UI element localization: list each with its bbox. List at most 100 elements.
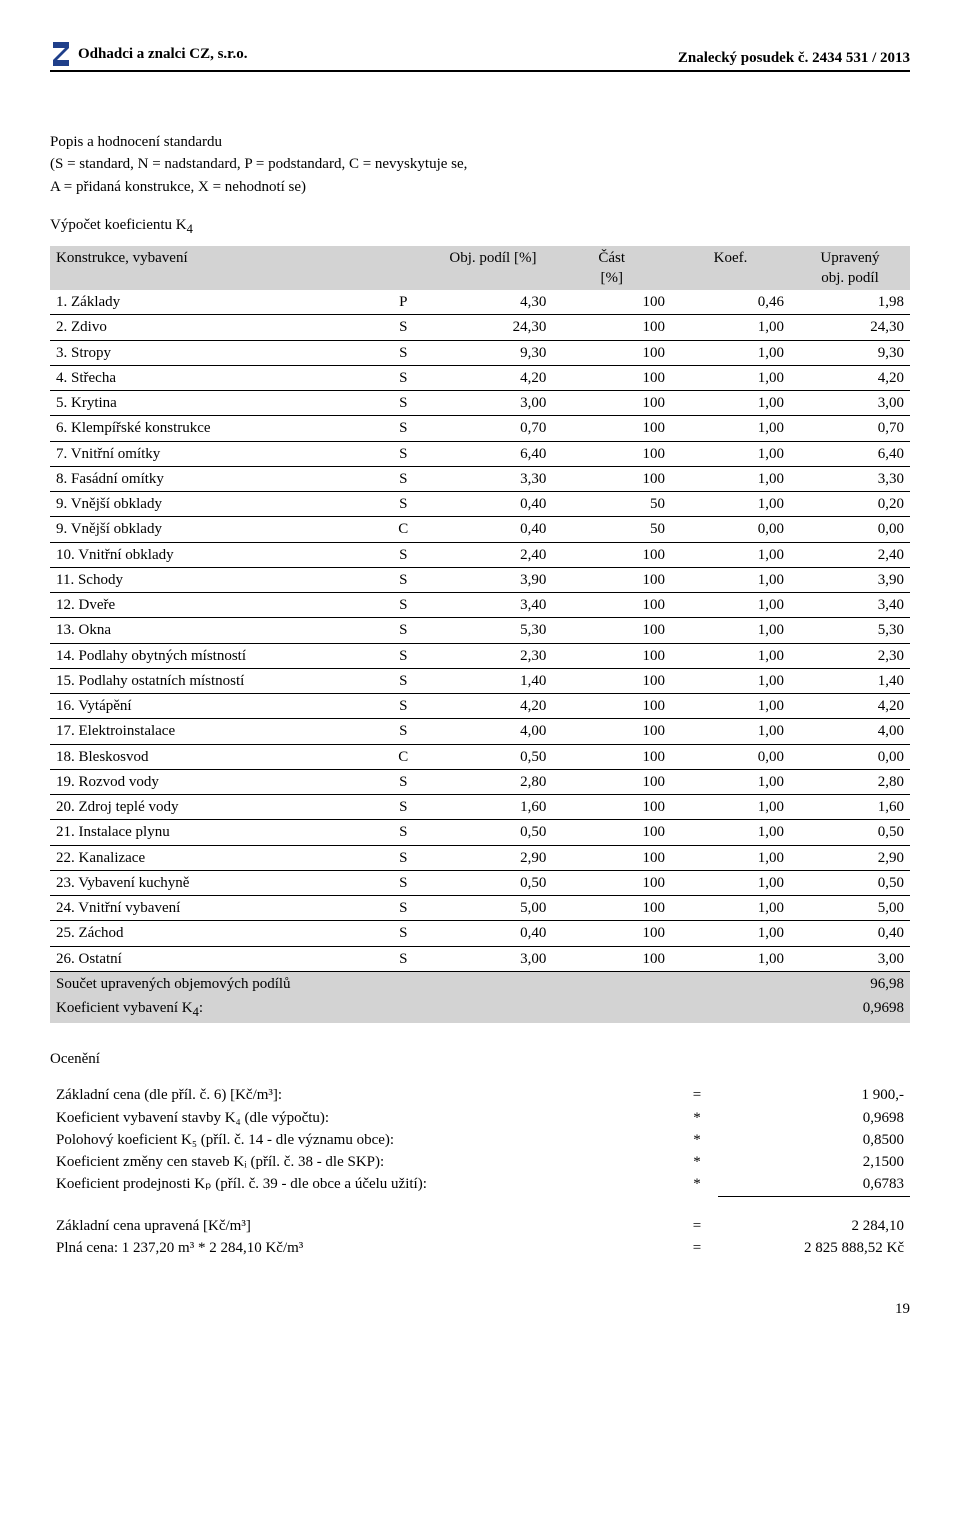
cell-koef: 1,00 <box>671 340 790 365</box>
cell-name: 14. Podlahy obytných místností <box>50 643 373 668</box>
cell-up: 2,80 <box>790 769 910 794</box>
cell-koef: 1,00 <box>671 896 790 921</box>
cell-koef: 0,00 <box>671 744 790 769</box>
cell-koef: 1,00 <box>671 921 790 946</box>
cell-name: 18. Bleskosvod <box>50 744 373 769</box>
cell-up: 0,50 <box>790 870 910 895</box>
cell-op: 0,40 <box>433 492 552 517</box>
cell-up: 6,40 <box>790 441 910 466</box>
section-title-sub: 4 <box>187 222 193 236</box>
ocen-eq: * <box>676 1151 718 1173</box>
cell-name: 23. Vybavení kuchyně <box>50 870 373 895</box>
cell-s: S <box>373 340 433 365</box>
cell-op: 0,40 <box>433 921 552 946</box>
th-up-a: Upravený <box>820 250 879 266</box>
cell-s: S <box>373 845 433 870</box>
cell-cast: 100 <box>552 795 671 820</box>
table-row: 22. KanalizaceS2,901001,002,90 <box>50 845 910 870</box>
header-right: Znalecký posudek č. 2434 531 / 2013 <box>678 48 910 68</box>
cell-cast: 100 <box>552 567 671 592</box>
cell-koef: 1,00 <box>671 668 790 693</box>
table-row: 10. Vnitřní obkladyS2,401001,002,40 <box>50 542 910 567</box>
cell-up: 3,40 <box>790 593 910 618</box>
cell-koef: 1,00 <box>671 820 790 845</box>
cell-name: 19. Rozvod vody <box>50 769 373 794</box>
cell-cast: 100 <box>552 769 671 794</box>
cell-koef: 1,00 <box>671 694 790 719</box>
table-row: 16. VytápěníS4,201001,004,20 <box>50 694 910 719</box>
cell-op: 4,00 <box>433 719 552 744</box>
cell-up: 1,98 <box>790 290 910 315</box>
cell-op: 3,00 <box>433 946 552 971</box>
cell-up: 2,40 <box>790 542 910 567</box>
cell-up: 0,00 <box>790 517 910 542</box>
ocen-label: Koeficient vybavení stavby K₄ (dle výpoč… <box>50 1107 676 1129</box>
table-row: 3. StropyS9,301001,009,30 <box>50 340 910 365</box>
k4-value: 0,9698 <box>790 996 910 1023</box>
cell-koef: 1,00 <box>671 315 790 340</box>
cell-s: S <box>373 769 433 794</box>
ocen-val: 2 825 888,52 Kč <box>718 1237 910 1259</box>
th-cast-a: Část <box>598 250 625 266</box>
cell-name: 26. Ostatní <box>50 946 373 971</box>
cell-name: 24. Vnitřní vybavení <box>50 896 373 921</box>
cell-koef: 1,00 <box>671 719 790 744</box>
table-row: 4. StřechaS4,201001,004,20 <box>50 365 910 390</box>
cell-op: 2,30 <box>433 643 552 668</box>
cell-op: 1,40 <box>433 668 552 693</box>
ocen-row: Koeficient změny cen staveb Kᵢ (příl. č.… <box>50 1151 910 1173</box>
cell-koef: 1,00 <box>671 567 790 592</box>
table-row: 19. Rozvod vodyS2,801001,002,80 <box>50 769 910 794</box>
cell-koef: 1,00 <box>671 416 790 441</box>
cell-op: 3,90 <box>433 567 552 592</box>
cell-s: P <box>373 290 433 315</box>
cell-up: 0,00 <box>790 744 910 769</box>
cell-s: S <box>373 466 433 491</box>
cell-cast: 100 <box>552 744 671 769</box>
table-row: 12. DveřeS3,401001,003,40 <box>50 593 910 618</box>
cell-name: 9. Vnější obklady <box>50 492 373 517</box>
cell-op: 4,20 <box>433 365 552 390</box>
table-row: 20. Zdroj teplé vodyS1,601001,001,60 <box>50 795 910 820</box>
cell-s: S <box>373 593 433 618</box>
cell-cast: 100 <box>552 466 671 491</box>
cell-s: S <box>373 492 433 517</box>
cell-name: 9. Vnější obklady <box>50 517 373 542</box>
ocen-eq: * <box>676 1107 718 1129</box>
cell-cast: 100 <box>552 896 671 921</box>
th-cast-b: [%] <box>600 270 623 286</box>
cell-cast: 100 <box>552 946 671 971</box>
cell-up: 9,30 <box>790 340 910 365</box>
cell-s: S <box>373 668 433 693</box>
ocen-val: 2,1500 <box>718 1151 910 1173</box>
ocen-rows: Základní cena (dle příl. č. 6) [Kč/m³]:=… <box>50 1084 910 1196</box>
cell-name: 5. Krytina <box>50 391 373 416</box>
th-upraveny: Upravenýobj. podíl <box>790 246 910 291</box>
cell-up: 4,20 <box>790 365 910 390</box>
cell-s: S <box>373 946 433 971</box>
header-left: Odhadci a znalci CZ, s.r.o. <box>50 40 247 68</box>
cell-op: 0,50 <box>433 870 552 895</box>
section-title: Výpočet koeficientu K4 <box>50 215 910 238</box>
table-row: 11. SchodyS3,901001,003,90 <box>50 567 910 592</box>
cell-cast: 100 <box>552 643 671 668</box>
ocen-eq: * <box>676 1173 718 1196</box>
ocen-val: 1 900,- <box>718 1084 910 1106</box>
cell-s: S <box>373 820 433 845</box>
cell-koef: 1,00 <box>671 795 790 820</box>
cell-name: 20. Zdroj teplé vody <box>50 795 373 820</box>
cell-name: 22. Kanalizace <box>50 845 373 870</box>
cell-cast: 100 <box>552 820 671 845</box>
cell-up: 3,90 <box>790 567 910 592</box>
cell-up: 5,00 <box>790 896 910 921</box>
cell-op: 3,00 <box>433 391 552 416</box>
cell-koef: 1,00 <box>671 946 790 971</box>
cell-cast: 100 <box>552 391 671 416</box>
table-row: 18. BleskosvodC0,501000,000,00 <box>50 744 910 769</box>
ocen-val: 0,9698 <box>718 1107 910 1129</box>
cell-koef: 0,00 <box>671 517 790 542</box>
cell-op: 1,60 <box>433 795 552 820</box>
cell-s: S <box>373 795 433 820</box>
intro-block: Popis a hodnocení standardu (S = standar… <box>50 132 910 238</box>
cell-s: S <box>373 643 433 668</box>
